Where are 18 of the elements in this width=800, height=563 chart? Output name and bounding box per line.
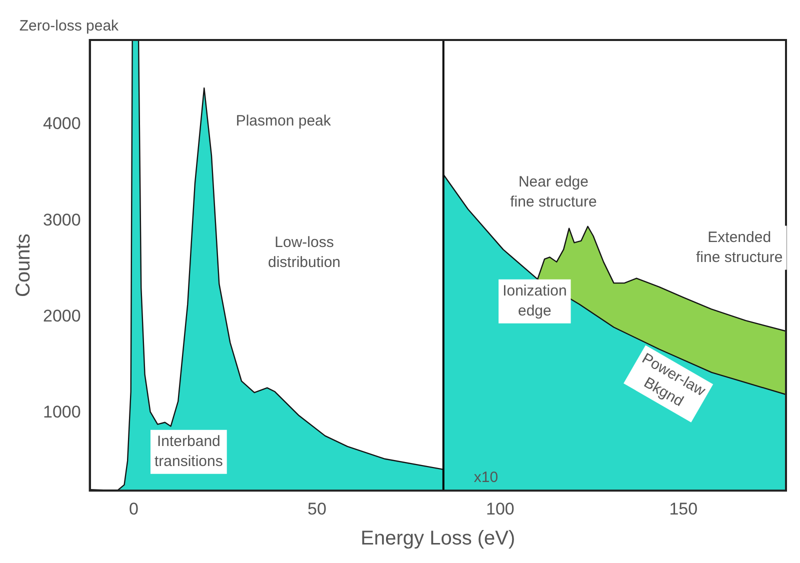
x-tick-label: 50	[308, 499, 326, 518]
annotation: x10	[474, 469, 498, 486]
annotation: Ionization edge	[502, 282, 567, 320]
y-tick-label: 4000	[42, 114, 81, 134]
annotation: Near edge fine structure	[510, 173, 597, 210]
y-axis-title: Counts	[12, 234, 35, 297]
annotation: Plasmon peak	[236, 112, 332, 130]
annotation: Extended fine structure	[696, 228, 783, 266]
y-tick-label: 2000	[42, 306, 81, 326]
x-tick-label: 150	[669, 499, 698, 518]
annotation: Interband transitions	[154, 432, 223, 470]
x-tick-label: 100	[486, 499, 514, 518]
x-axis-title: Energy Loss (eV)	[360, 528, 516, 550]
y-tick-label: 3000	[42, 210, 81, 230]
y-tick-label: 1000	[42, 402, 81, 422]
annotation: Low-loss distribution	[268, 234, 341, 271]
x-tick-label: 0	[129, 499, 139, 518]
text: Zero-loss peak	[19, 18, 120, 35]
